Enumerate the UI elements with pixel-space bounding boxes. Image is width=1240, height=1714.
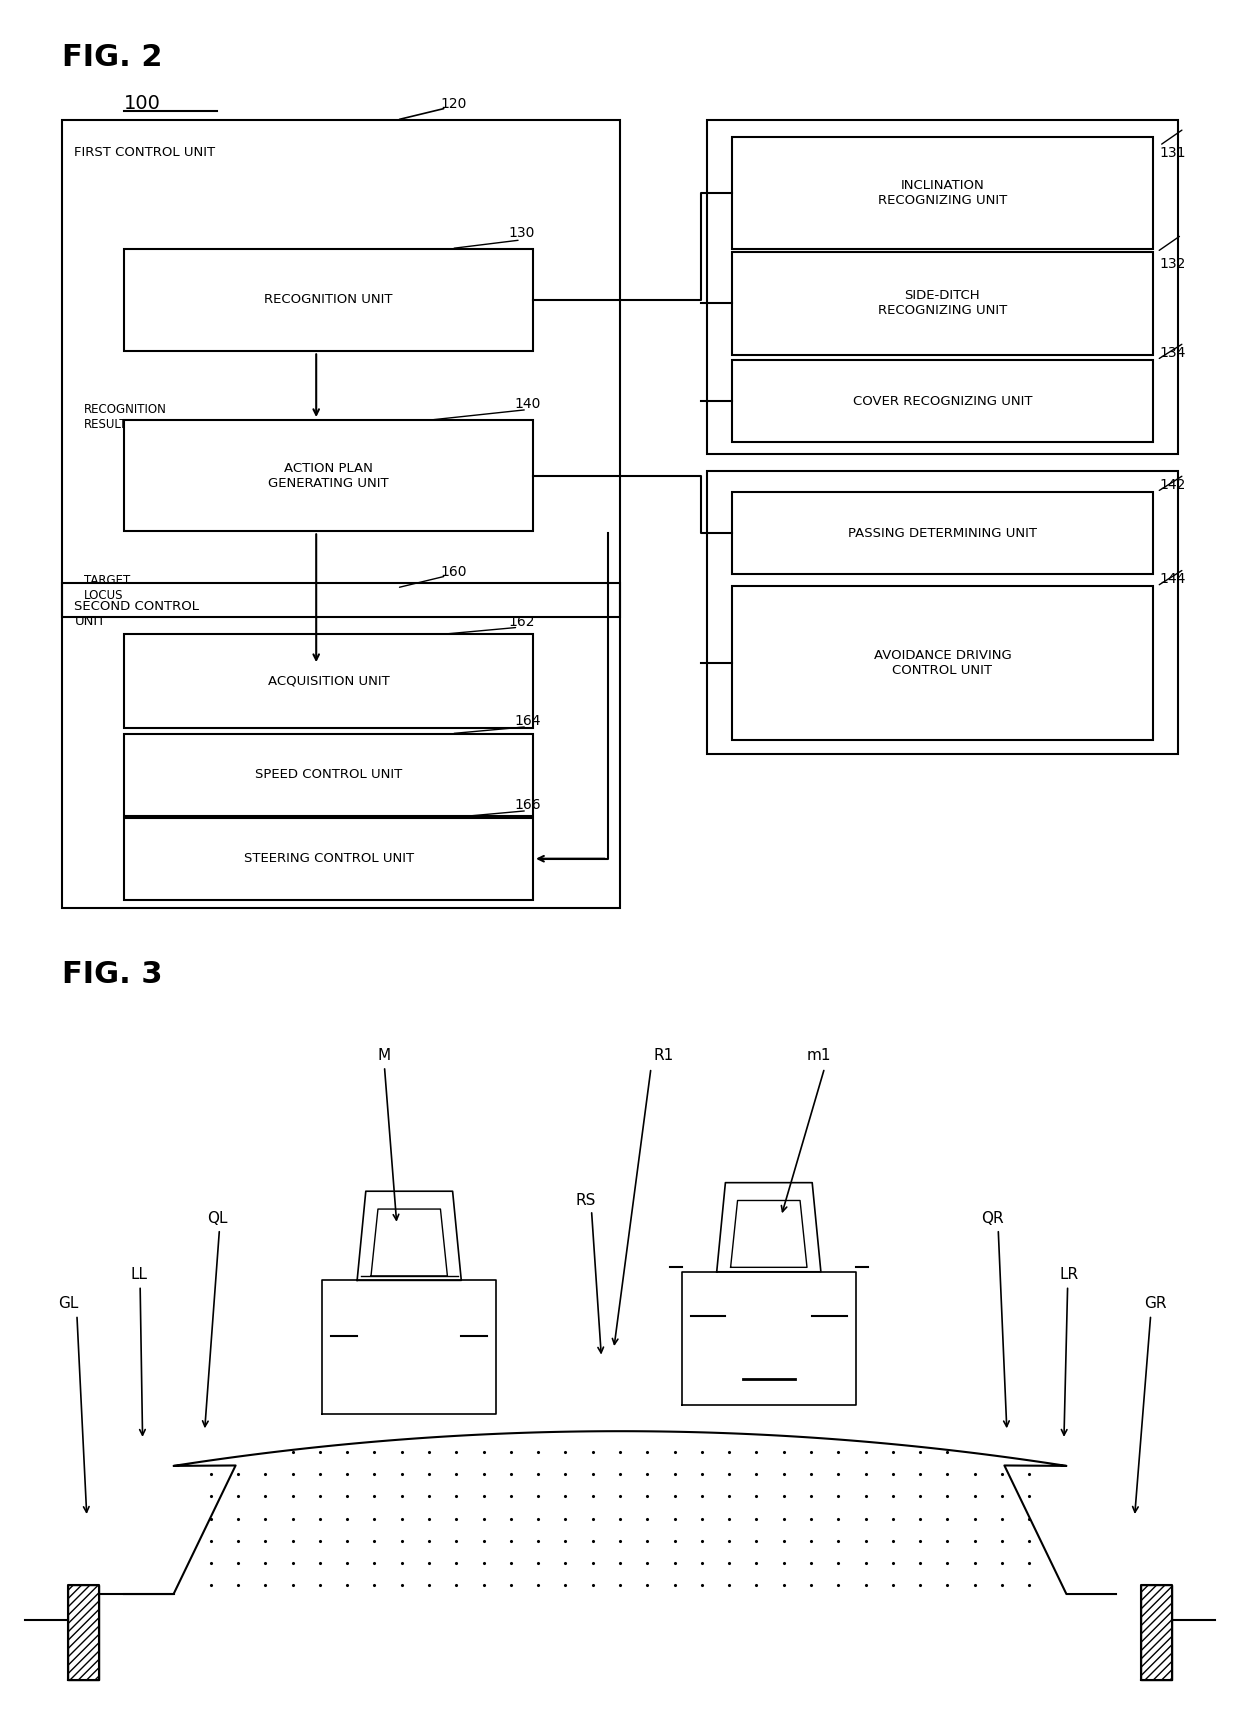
Polygon shape (68, 1585, 99, 1680)
Text: 130: 130 (508, 226, 534, 240)
Text: LL: LL (130, 1267, 148, 1282)
Text: FIG. 2: FIG. 2 (62, 43, 162, 72)
Text: INCLINATION
RECOGNIZING UNIT: INCLINATION RECOGNIZING UNIT (878, 178, 1007, 207)
Text: 132: 132 (1159, 257, 1185, 271)
Text: QR: QR (981, 1210, 1003, 1226)
FancyBboxPatch shape (124, 249, 533, 351)
Text: 131: 131 (1159, 146, 1185, 159)
Text: 160: 160 (440, 566, 466, 579)
Polygon shape (1141, 1585, 1172, 1680)
Text: 134: 134 (1159, 346, 1185, 360)
Polygon shape (124, 1431, 1116, 1594)
Text: SECOND CONTROL
UNIT: SECOND CONTROL UNIT (74, 600, 200, 627)
Text: AVOIDANCE DRIVING
CONTROL UNIT: AVOIDANCE DRIVING CONTROL UNIT (873, 650, 1012, 677)
Text: M: M (378, 1047, 391, 1063)
Text: 162: 162 (508, 615, 534, 629)
Text: GR: GR (1145, 1296, 1167, 1311)
Text: 140: 140 (515, 398, 541, 411)
Text: m1: m1 (806, 1047, 831, 1063)
FancyBboxPatch shape (124, 734, 533, 816)
FancyBboxPatch shape (124, 634, 533, 728)
Text: 144: 144 (1159, 572, 1185, 586)
Text: 100: 100 (124, 94, 161, 113)
Text: QL: QL (207, 1210, 227, 1226)
FancyBboxPatch shape (732, 137, 1153, 249)
Text: 166: 166 (515, 799, 541, 812)
Text: PASSING DETERMINING UNIT: PASSING DETERMINING UNIT (848, 526, 1037, 540)
Text: RS: RS (575, 1193, 595, 1208)
Text: R1: R1 (653, 1047, 673, 1063)
Polygon shape (322, 1280, 496, 1414)
Text: SPEED CONTROL UNIT: SPEED CONTROL UNIT (255, 768, 402, 782)
Text: ACQUISITION UNIT: ACQUISITION UNIT (268, 675, 389, 687)
FancyBboxPatch shape (732, 360, 1153, 442)
Text: LR: LR (1059, 1267, 1079, 1282)
FancyBboxPatch shape (124, 420, 533, 531)
FancyBboxPatch shape (732, 252, 1153, 355)
Text: 120: 120 (440, 98, 466, 111)
Text: FIRST CONTROL UNIT: FIRST CONTROL UNIT (74, 146, 216, 159)
Text: STEERING CONTROL UNIT: STEERING CONTROL UNIT (243, 852, 414, 866)
Text: SIDE-DITCH
RECOGNIZING UNIT: SIDE-DITCH RECOGNIZING UNIT (878, 290, 1007, 317)
Text: GL: GL (58, 1296, 78, 1311)
FancyBboxPatch shape (124, 818, 533, 900)
Polygon shape (717, 1183, 821, 1272)
Text: RECOGNITION
RESULT: RECOGNITION RESULT (84, 403, 167, 430)
Text: COVER RECOGNIZING UNIT: COVER RECOGNIZING UNIT (853, 394, 1032, 408)
Polygon shape (682, 1272, 856, 1405)
Text: FIG. 3: FIG. 3 (62, 960, 162, 989)
Text: TARGET
LOCUS: TARGET LOCUS (84, 574, 130, 602)
Polygon shape (357, 1191, 461, 1280)
FancyBboxPatch shape (732, 586, 1153, 740)
Text: 164: 164 (515, 715, 541, 728)
Text: RECOGNITION UNIT: RECOGNITION UNIT (264, 293, 393, 307)
Text: 142: 142 (1159, 478, 1185, 492)
FancyBboxPatch shape (732, 492, 1153, 574)
Text: ACTION PLAN
GENERATING UNIT: ACTION PLAN GENERATING UNIT (268, 461, 389, 490)
